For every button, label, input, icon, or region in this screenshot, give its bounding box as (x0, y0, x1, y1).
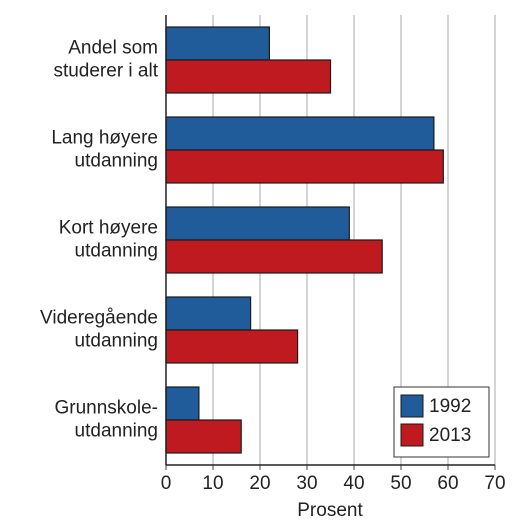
y-tick-label: utdanning (75, 331, 158, 352)
y-tick-label: Lang høyere (51, 128, 158, 149)
y-tick-label: studerer i alt (53, 61, 158, 82)
y-tick-label: Grunnskole- (55, 398, 159, 419)
y-tick-label: Kort høyere (59, 218, 158, 239)
bar (165, 26, 271, 61)
bar (165, 296, 252, 331)
legend-label: 1992 (429, 396, 471, 417)
legend-swatch (400, 394, 424, 418)
x-tick-label: 30 (296, 473, 317, 494)
y-tick-label: Videregående (40, 308, 158, 329)
x-tick-label: 50 (390, 473, 411, 494)
bar (165, 329, 299, 364)
bar (165, 239, 383, 274)
bar (165, 206, 350, 241)
x-axis-label: Prosent (297, 500, 363, 521)
bar (165, 386, 200, 421)
y-tick-label: utdanning (75, 151, 158, 172)
y-tick-label: utdanning (75, 421, 158, 442)
x-tick-label: 0 (161, 473, 172, 494)
y-tick-label: utdanning (75, 241, 158, 262)
bar (165, 59, 332, 94)
x-tick-label: 10 (202, 473, 223, 494)
x-tick-label: 70 (484, 473, 505, 494)
bar (165, 149, 444, 184)
x-tick-label: 40 (343, 473, 364, 494)
bar (165, 419, 242, 454)
legend-label: 2013 (429, 425, 471, 446)
y-tick-label: Andel som (68, 38, 158, 59)
bar (165, 116, 435, 151)
x-tick-label: 20 (249, 473, 270, 494)
x-tick-label: 60 (437, 473, 458, 494)
legend-swatch (400, 423, 424, 447)
